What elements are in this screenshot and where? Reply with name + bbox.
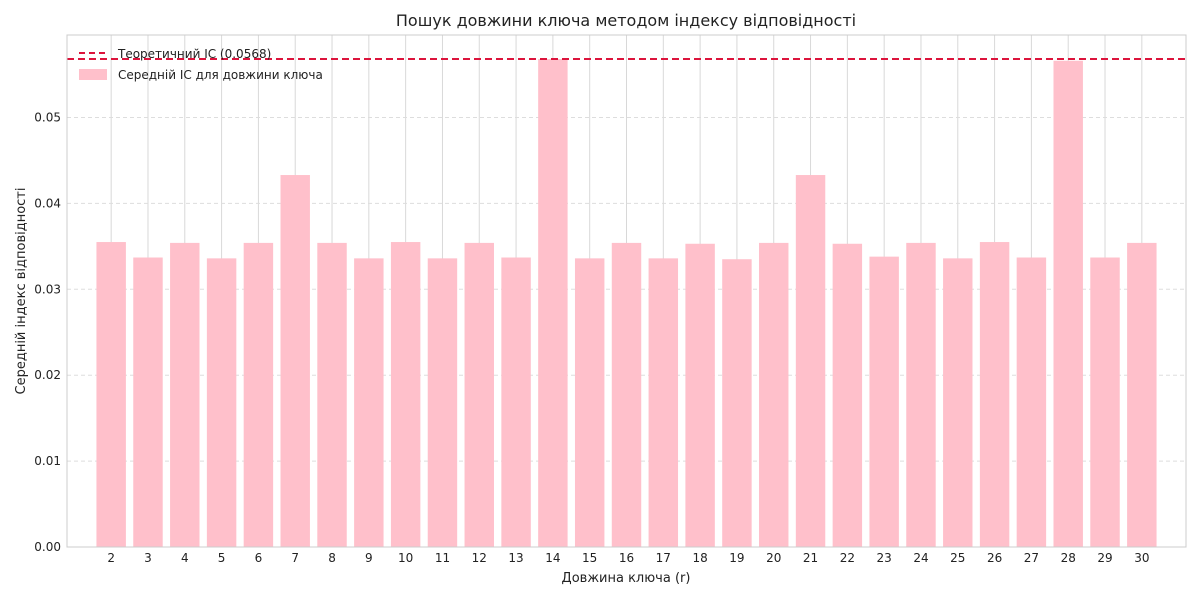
bar-19	[722, 259, 752, 547]
x-tick-label: 25	[950, 551, 965, 565]
bar-11	[427, 258, 458, 547]
bars-layer	[96, 59, 1157, 548]
bar-10	[390, 242, 421, 547]
bar-12	[464, 242, 494, 547]
x-tick-label: 10	[398, 551, 413, 565]
bar-5	[206, 258, 237, 547]
x-tick-label: 11	[435, 551, 450, 565]
x-tick-label: 20	[766, 551, 781, 565]
x-tick-label: 9	[365, 551, 373, 565]
bar-13	[501, 257, 531, 547]
y-tick-label: 0.01	[34, 454, 61, 468]
bar-15	[574, 258, 605, 547]
legend: Теоретичний IC (0.0568) Середній IC для …	[79, 47, 323, 82]
x-tick-label: 24	[913, 551, 928, 565]
y-tick-label: 0.00	[34, 540, 61, 554]
x-tick-label: 7	[291, 551, 299, 565]
x-tick-label: 23	[877, 551, 892, 565]
bar-24	[906, 242, 936, 547]
bar-28	[1053, 60, 1083, 547]
x-tick-label: 17	[656, 551, 671, 565]
x-tick-label: 4	[181, 551, 189, 565]
x-tick-label: 3	[144, 551, 152, 565]
legend-bar-label: Середній IC для довжини ключа	[118, 68, 323, 82]
x-tick-label: 13	[508, 551, 523, 565]
bar-9	[354, 258, 384, 547]
bar-3	[133, 257, 163, 547]
y-tick-label: 0.04	[34, 196, 61, 210]
x-tick-label: 6	[255, 551, 263, 565]
bar-23	[869, 256, 899, 547]
x-tick-label: 19	[729, 551, 744, 565]
x-tick-label: 8	[328, 551, 336, 565]
x-tick-label: 15	[582, 551, 597, 565]
x-tick-label: 5	[218, 551, 226, 565]
bar-26	[979, 242, 1010, 547]
x-tick-label: 16	[619, 551, 634, 565]
bar-22	[832, 243, 863, 547]
bar-29	[1090, 257, 1120, 547]
chart-title: Пошук довжини ключа методом індексу відп…	[396, 11, 856, 30]
bar-8	[317, 242, 347, 547]
y-tick-labels: 0.00 0.01 0.02 0.03 0.04 0.05	[34, 110, 61, 554]
x-tick-label: 28	[1061, 551, 1076, 565]
bar-18	[685, 243, 715, 547]
x-tick-label: 22	[840, 551, 855, 565]
y-axis-label: Середній індекс відповідності	[14, 188, 29, 395]
bar-14	[538, 59, 568, 548]
x-tick-labels: 2 3 4 5 6 7 8 9 10 11 12 13 14 15 16 17 18 19 20 21 22 23 24 25…	[107, 551, 1149, 565]
x-tick-label: 2	[107, 551, 115, 565]
legend-reference-label: Теоретичний IC (0.0568)	[117, 47, 271, 61]
bar-16	[611, 242, 642, 547]
x-tick-label: 26	[987, 551, 1002, 565]
x-axis-label: Довжина ключа (r)	[562, 571, 691, 586]
bar-27	[1016, 257, 1047, 547]
x-tick-label: 27	[1024, 551, 1039, 565]
bar-6	[243, 242, 274, 547]
bar-7	[280, 175, 310, 547]
bar-2	[96, 242, 126, 547]
bar-21	[795, 175, 826, 547]
y-tick-label: 0.05	[34, 110, 61, 124]
y-tick-label: 0.03	[34, 282, 61, 296]
bar-4	[170, 242, 200, 547]
plot-frame	[66, 34, 1187, 548]
y-tick-label: 0.02	[34, 368, 61, 382]
x-tick-label: 14	[545, 551, 560, 565]
x-tick-label: 12	[472, 551, 487, 565]
x-tick-label: 29	[1097, 551, 1112, 565]
bar-30	[1127, 242, 1157, 547]
bar-25	[943, 258, 973, 547]
bar-20	[759, 242, 789, 547]
bar-17	[648, 258, 679, 547]
x-tick-label: 18	[692, 551, 707, 565]
legend-bar-swatch	[79, 69, 107, 80]
x-tick-label: 30	[1134, 551, 1149, 565]
x-tick-label: 21	[803, 551, 818, 565]
